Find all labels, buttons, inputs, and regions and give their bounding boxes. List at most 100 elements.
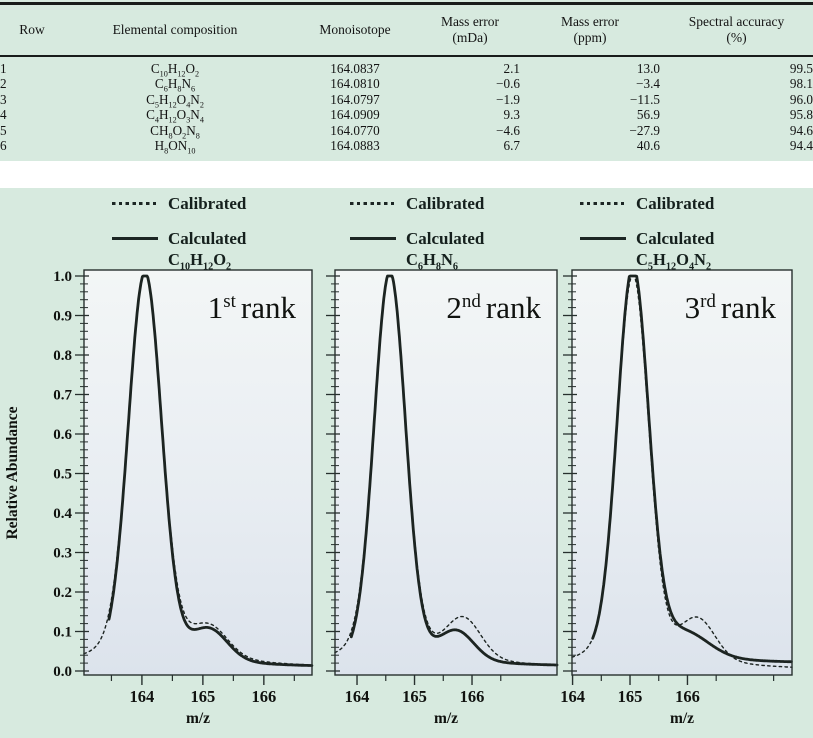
spectral-accuracy-cell: 98.1	[789, 76, 813, 92]
y-tick-label: 0.7	[53, 388, 72, 404]
dotted-line-sample	[112, 202, 158, 205]
col-header-mass-error-mda: Mass error (mDa)	[420, 3, 520, 57]
monoisotope-cell: 164.0797	[330, 91, 380, 107]
x-tick-label: 166	[675, 687, 700, 706]
table-row: 1 C10H12O2 164.0837 2.1 13.0 99.5	[0, 56, 813, 79]
y-axis-ticks	[563, 275, 577, 672]
y-tick-label: 0.3	[53, 546, 72, 562]
x-axis-ticks	[356, 675, 502, 685]
mass-error-mda-cell: 9.3	[503, 107, 520, 123]
col-header-acc-line2: (%)	[726, 30, 747, 45]
col-header-composition-label: Elemental composition	[112, 22, 238, 37]
spectrum-panel-3: 164 165 166 m/z 3rd rank	[560, 269, 793, 727]
formula-label: C10H12O2	[168, 250, 232, 273]
plot-frame	[571, 269, 793, 676]
col-header-ppm-line1: Mass error	[560, 14, 620, 29]
col-header-row-label: Row	[19, 22, 45, 37]
solid-line-sample	[580, 237, 626, 240]
col-header-mass-error-ppm: Mass error (ppm)	[520, 3, 660, 57]
spectral-accuracy-cell: 94.6	[789, 122, 813, 138]
y-tick-label: 0.2	[53, 585, 72, 601]
x-tick-label: 164	[345, 687, 370, 706]
x-axis-ticks	[571, 675, 775, 685]
y-tick-label: 1.0	[53, 269, 72, 285]
dotted-line-sample	[580, 202, 626, 205]
rank-label: 2nd rank	[446, 290, 541, 325]
solid-line-sample	[350, 237, 396, 240]
legend-panel-2: Calibrated Calculated C6H8N6	[350, 186, 485, 273]
legend-formula-row: C6H8N6	[350, 250, 484, 273]
table-header-row: Row Elemental composition Monoisotope Ma…	[0, 3, 813, 57]
legend-calculated-label: Calculated	[168, 228, 247, 248]
table-row: 3 C5H12O4N2 164.0797 −1.9 −11.5 96.0	[0, 91, 813, 109]
y-tick-label: 0.9	[53, 309, 72, 325]
legend-calculated-row: Calculated	[580, 221, 714, 256]
spectral-accuracy-cell: 95.8	[789, 107, 813, 123]
row-number-cell: 3	[0, 91, 7, 107]
spectral-accuracy-cell: 99.5	[789, 61, 813, 76]
spectral-accuracy-cell: 94.4	[789, 138, 813, 154]
y-tick-label: 0.5	[53, 467, 72, 483]
mass-error-ppm-cell: −11.5	[629, 91, 660, 107]
plot-area	[84, 270, 312, 675]
mass-error-mda-cell: −1.9	[496, 91, 520, 107]
table-row: 4 C4H12O3N4 164.0909 9.3 56.9 95.8	[0, 107, 813, 124]
rank-label: 1st rank	[208, 290, 297, 325]
formula-cell: CH8O2N8	[150, 122, 200, 141]
mass-error-ppm-cell: 40.6	[636, 138, 660, 154]
plot-frame	[83, 269, 313, 676]
y-tick-label: 0.8	[53, 348, 72, 364]
col-header-ppm-line2: (ppm)	[573, 30, 607, 45]
mass-error-mda-cell: 6.7	[503, 138, 520, 154]
dotted-line-sample	[350, 202, 396, 205]
legend-formula-row: C5H12O4N2	[580, 250, 714, 272]
solid-line-sample	[112, 237, 158, 240]
legend-calibrated-row: Calibrated	[580, 186, 714, 221]
results-table-section: Row Elemental composition Monoisotope Ma…	[0, 0, 813, 161]
formula-label: C6H8N6	[406, 250, 459, 273]
plot-frame	[334, 269, 558, 676]
rank-label: 3rd rank	[685, 290, 777, 325]
mass-error-ppm-cell: 56.9	[636, 107, 660, 123]
legend-calibrated-label: Calibrated	[406, 193, 485, 213]
y-axis-label: Relative Abundance	[4, 406, 21, 539]
table-row: 5 CH8O2N8 164.0770 −4.6 −27.9 94.6	[0, 122, 813, 141]
calibrated-curve	[571, 275, 793, 668]
x-tick-label: 166	[251, 687, 276, 706]
monoisotope-cell: 164.0837	[330, 61, 380, 76]
y-axis-ticks	[75, 275, 89, 672]
col-header-mda-line2: (mDa)	[452, 30, 488, 45]
col-header-composition: Elemental composition	[60, 3, 290, 57]
row-number-cell: 1	[0, 61, 7, 76]
y-tick-label: 0.1	[53, 625, 72, 641]
x-tick-label: 165	[618, 687, 643, 706]
legend-calculated-row: Calculated	[112, 221, 246, 256]
legend-calculated-label: Calculated	[406, 228, 485, 248]
legend-panel-1: Calibrated Calculated C10H12O2	[112, 186, 247, 273]
spectral-accuracy-cell: 96.0	[789, 91, 813, 107]
mass-error-ppm-cell: −3.4	[636, 76, 660, 92]
y-tick-label: 0.6	[53, 427, 72, 443]
x-axis-label: m/z	[186, 710, 210, 727]
col-header-monoisotope-label: Monoisotope	[319, 22, 391, 37]
legend-calculated-label: Calculated	[636, 228, 715, 248]
table-row: 2 C6H8N6 164.0810 −0.6 −3.4 98.1	[0, 76, 813, 93]
legend-panel-3: Calibrated Calculated C5H12O4N2	[580, 186, 714, 272]
formula-cell: H8ON10	[154, 138, 196, 156]
mass-error-ppm-cell: −27.9	[629, 122, 660, 138]
x-tick-label: 164	[130, 687, 155, 706]
monoisotope-cell: 164.0909	[330, 107, 380, 123]
calculated-curve	[349, 274, 559, 667]
calculated-curve	[591, 274, 793, 664]
formula-cell: C10H12O2	[150, 61, 200, 79]
legend-calculated-row: Calculated	[350, 221, 484, 256]
col-header-row: Row	[0, 3, 60, 57]
y-tick-label: 0.4	[53, 506, 72, 522]
legend-calibrated-label: Calibrated	[168, 193, 247, 213]
mass-error-mda-cell: −4.6	[496, 122, 520, 138]
spectra-section: Calibrated Calculated C10H12O2 Calibrate…	[0, 188, 813, 738]
col-header-mda-line1: Mass error	[440, 14, 500, 29]
col-header-spectral-accuracy: Spectral accuracy (%)	[660, 3, 813, 57]
